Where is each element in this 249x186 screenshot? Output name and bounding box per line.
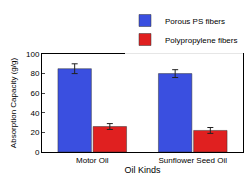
svg-text:60: 60 bbox=[30, 89, 39, 98]
svg-text:100: 100 bbox=[26, 50, 40, 59]
svg-text:20: 20 bbox=[30, 128, 39, 137]
svg-text:Polypropylene fibers: Polypropylene fibers bbox=[165, 36, 237, 45]
svg-text:Absorption Capacity (g/g): Absorption Capacity (g/g) bbox=[9, 58, 18, 149]
svg-text:Sunflower Seed Oil: Sunflower Seed Oil bbox=[159, 156, 228, 165]
svg-text:Porous PS fibers: Porous PS fibers bbox=[165, 17, 225, 26]
svg-text:Oil Kinds: Oil Kinds bbox=[124, 165, 161, 175]
svg-text:0: 0 bbox=[35, 148, 40, 157]
svg-text:80: 80 bbox=[30, 69, 39, 78]
svg-text:40: 40 bbox=[30, 109, 39, 118]
svg-text:Motor Oil: Motor Oil bbox=[76, 156, 109, 165]
